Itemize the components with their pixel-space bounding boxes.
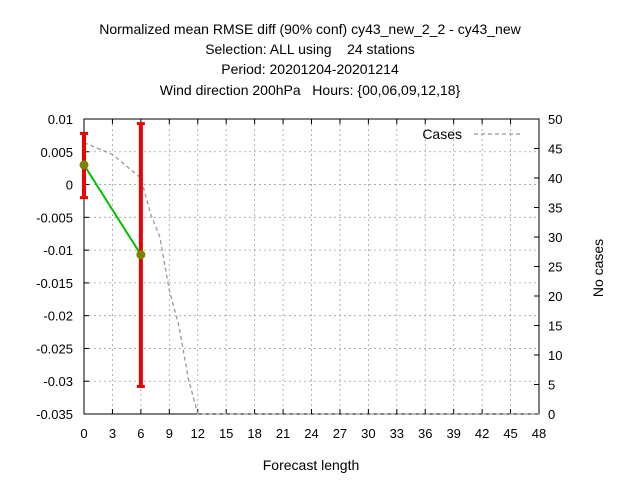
title-line-1: Normalized mean RMSE diff (90% conf) cy4… bbox=[99, 21, 521, 37]
y2-tick-label: 25 bbox=[548, 260, 562, 275]
y2-axis-label: No cases bbox=[590, 239, 606, 297]
y2-tick-label: 10 bbox=[548, 348, 562, 363]
y-tick-label: -0.01 bbox=[43, 243, 73, 258]
x-tick-label: 3 bbox=[109, 426, 116, 441]
y2-tick-label: 0 bbox=[548, 407, 555, 422]
y-tick-label: -0.025 bbox=[36, 341, 73, 356]
x-tick-label: 48 bbox=[532, 426, 546, 441]
title-line-2: Selection: ALL using 24 stations bbox=[205, 41, 415, 57]
cases-line bbox=[83, 141, 539, 415]
x-tick-label: 27 bbox=[333, 426, 347, 441]
chart-title: Normalized mean RMSE diff (90% conf) cy4… bbox=[99, 21, 521, 98]
y2-tick-label: 35 bbox=[548, 201, 562, 216]
y-tick-label: -0.005 bbox=[36, 210, 73, 225]
y2-tick-label: 45 bbox=[548, 142, 562, 157]
y-tick-label: 0.005 bbox=[40, 145, 73, 160]
y-tick-label: -0.015 bbox=[36, 276, 73, 291]
data-point bbox=[79, 160, 89, 170]
x-tick-label: 45 bbox=[503, 426, 517, 441]
legend-label-cases: Cases bbox=[422, 126, 462, 142]
data-point bbox=[136, 250, 146, 260]
cases-series bbox=[83, 141, 539, 415]
x-axis-tick-labels: 0 3 6 9 12 15 18 21 24 27 30 33 36 39 42 45 48 bbox=[80, 426, 546, 441]
y-tick-label: -0.035 bbox=[36, 407, 73, 422]
legend: Cases bbox=[422, 126, 522, 142]
y-tick-label: -0.03 bbox=[43, 374, 73, 389]
x-axis-label: Forecast length bbox=[263, 457, 360, 473]
x-tick-label: 15 bbox=[219, 426, 233, 441]
y2-tick-label: 15 bbox=[548, 319, 562, 334]
y2-tick-label: 40 bbox=[548, 171, 562, 186]
y-tick-label: 0.01 bbox=[48, 112, 73, 127]
y-axis-tick-labels: 0.01 0.005 0 -0.005 -0.01 -0.015 -0.02 -0.025 -0… bbox=[36, 112, 73, 422]
x-tick-label: 33 bbox=[390, 426, 404, 441]
x-tick-label: 24 bbox=[304, 426, 318, 441]
grid bbox=[84, 119, 539, 414]
title-line-4: Wind direction 200hPa Hours: {00,06,09,1… bbox=[160, 82, 461, 98]
mean-diff-line bbox=[83, 164, 142, 256]
axis-ticks bbox=[83, 118, 540, 415]
x-tick-label: 0 bbox=[80, 426, 87, 441]
x-tick-label: 12 bbox=[191, 426, 205, 441]
x-tick-label: 18 bbox=[247, 426, 261, 441]
x-tick-label: 6 bbox=[137, 426, 144, 441]
y2-tick-label: 5 bbox=[548, 378, 555, 393]
y-tick-label: -0.02 bbox=[43, 309, 73, 324]
y2-tick-label: 20 bbox=[548, 289, 562, 304]
x-tick-label: 21 bbox=[276, 426, 290, 441]
y-tick-label: 0 bbox=[66, 178, 73, 193]
x-tick-label: 36 bbox=[418, 426, 432, 441]
mean-diff-series bbox=[79, 122, 146, 388]
x-tick-label: 30 bbox=[361, 426, 375, 441]
x-tick-label: 42 bbox=[475, 426, 489, 441]
y2-tick-label: 50 bbox=[548, 112, 562, 127]
title-line-3: Period: 20201204-20201214 bbox=[221, 61, 399, 77]
x-tick-label: 39 bbox=[446, 426, 460, 441]
y2-axis-tick-labels: 0 5 10 15 20 25 30 35 40 45 50 bbox=[548, 112, 562, 422]
x-tick-label: 9 bbox=[166, 426, 173, 441]
y2-tick-label: 30 bbox=[548, 230, 562, 245]
